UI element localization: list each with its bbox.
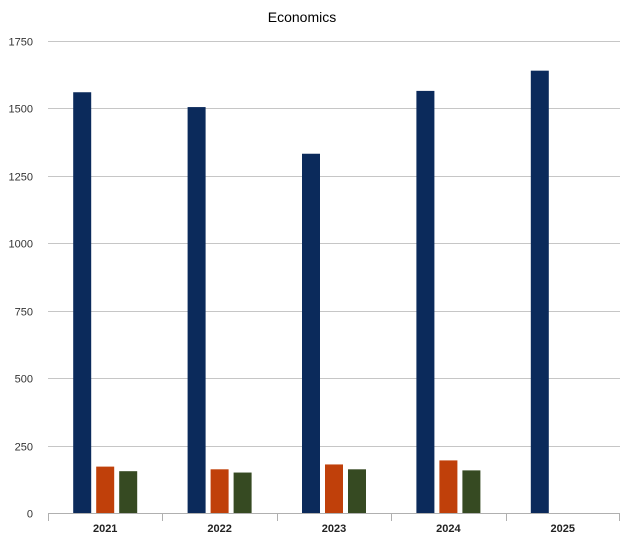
x-tick-label: 2023 bbox=[322, 523, 346, 535]
bar bbox=[348, 469, 366, 513]
y-tick-label: 500 bbox=[15, 374, 33, 386]
y-axis-ticks: 0 250 500 750 1000 1250 1500 1750 bbox=[9, 37, 33, 521]
y-tick-label: 1500 bbox=[9, 104, 33, 116]
bars bbox=[73, 70, 549, 513]
bar bbox=[325, 464, 343, 513]
y-tick-label: 750 bbox=[15, 307, 33, 319]
bar bbox=[416, 90, 435, 513]
x-axis: 2021 2022 2023 2024 2025 bbox=[48, 513, 620, 535]
bar bbox=[530, 70, 549, 513]
y-tick-label: 0 bbox=[27, 509, 33, 521]
x-tick-label: 2022 bbox=[207, 523, 231, 535]
x-tick-label: 2025 bbox=[551, 523, 575, 535]
x-tick-label: 2024 bbox=[436, 523, 461, 535]
bar bbox=[73, 92, 92, 513]
bar bbox=[187, 107, 206, 513]
y-tick-label: 250 bbox=[15, 442, 33, 454]
bar bbox=[302, 153, 320, 513]
bar bbox=[210, 469, 229, 513]
bar bbox=[96, 466, 115, 513]
gridlines bbox=[48, 41, 620, 447]
bar bbox=[233, 472, 252, 513]
bar bbox=[439, 460, 458, 513]
bar bbox=[119, 471, 138, 513]
y-tick-label: 1250 bbox=[9, 172, 33, 184]
y-tick-label: 1000 bbox=[9, 239, 33, 251]
x-tick-label: 2021 bbox=[93, 523, 117, 535]
bar bbox=[462, 470, 481, 513]
chart-title: Economics bbox=[268, 9, 336, 25]
y-tick-label: 1750 bbox=[9, 37, 33, 49]
